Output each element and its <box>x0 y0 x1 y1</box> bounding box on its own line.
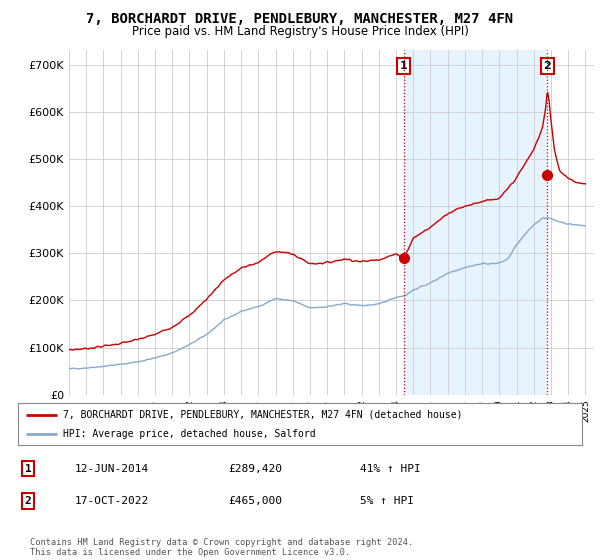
Bar <box>404 50 547 395</box>
Text: 5% ↑ HPI: 5% ↑ HPI <box>360 496 414 506</box>
Text: £289,420: £289,420 <box>228 464 282 474</box>
Text: 1: 1 <box>25 464 32 474</box>
Text: 7, BORCHARDT DRIVE, PENDLEBURY, MANCHESTER, M27 4FN (detached house): 7, BORCHARDT DRIVE, PENDLEBURY, MANCHEST… <box>63 409 463 419</box>
Text: 2: 2 <box>544 61 551 71</box>
Text: 12-JUN-2014: 12-JUN-2014 <box>75 464 149 474</box>
Text: 2: 2 <box>25 496 32 506</box>
Text: 1: 1 <box>400 61 407 71</box>
Text: 41% ↑ HPI: 41% ↑ HPI <box>360 464 421 474</box>
Text: Price paid vs. HM Land Registry's House Price Index (HPI): Price paid vs. HM Land Registry's House … <box>131 25 469 38</box>
Text: 7, BORCHARDT DRIVE, PENDLEBURY, MANCHESTER, M27 4FN: 7, BORCHARDT DRIVE, PENDLEBURY, MANCHEST… <box>86 12 514 26</box>
Text: £465,000: £465,000 <box>228 496 282 506</box>
Text: 17-OCT-2022: 17-OCT-2022 <box>75 496 149 506</box>
Text: Contains HM Land Registry data © Crown copyright and database right 2024.
This d: Contains HM Land Registry data © Crown c… <box>30 538 413 557</box>
Text: HPI: Average price, detached house, Salford: HPI: Average price, detached house, Salf… <box>63 429 316 439</box>
